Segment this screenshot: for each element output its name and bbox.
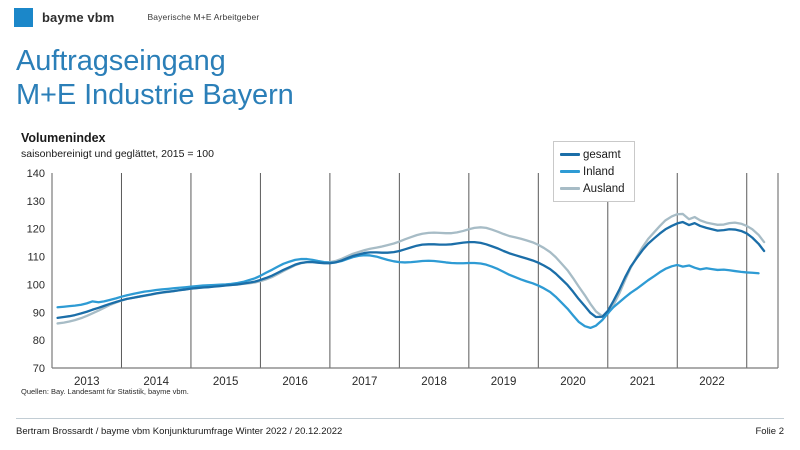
y-axis-tick-90: 90: [33, 307, 45, 319]
page-title-line-2: M+E Industrie Bayern: [16, 79, 294, 111]
y-axis-tick-130: 130: [27, 196, 45, 208]
x-axis-tick-2013: 2013: [74, 376, 100, 388]
legend-swatch-inland: [560, 170, 580, 173]
line-chart-svg: 70 80 90 100 110 120 130 140 2013 2014 2015 2016 201…: [27, 168, 779, 388]
plot-area: 70 80 90 100 110 120 130 140 2013 2014 2015 2016 201…: [16, 131, 784, 403]
legend-swatch-gesamt: [560, 153, 580, 156]
chart-subtitle: saisonbereinigt und geglättet, 2015 = 10…: [21, 148, 214, 160]
series-line-inland: [56, 254, 760, 330]
chart-source-note: Quellen: Bay. Landesamt für Statistik, b…: [21, 387, 189, 396]
page-title-line-1: Auftragseingang: [16, 45, 226, 77]
x-axis-tick-2021: 2021: [630, 376, 656, 388]
slide-header: bayme vbm Bayerische M+E Arbeitgeber: [0, 0, 800, 34]
bayme-vbm-logo-icon: [14, 7, 33, 27]
y-axis-tick-100: 100: [27, 279, 45, 291]
y-axis-tick-110: 110: [27, 252, 45, 264]
chart-title: Volumenindex: [21, 131, 106, 145]
footer-left-text: Bertram Brossardt / bayme vbm Konjunktur…: [16, 426, 343, 437]
page-title: Auftragseingang M+E Industrie Bayern: [16, 44, 616, 112]
x-axis-tick-2019: 2019: [491, 376, 517, 388]
x-axis-tick-2015: 2015: [213, 376, 239, 388]
series-line-ausland: [56, 212, 766, 325]
legend-item-gesamt: gesamt: [560, 146, 625, 163]
legend-label-inland: Inland: [583, 165, 615, 178]
chart-legend: gesamt Inland Ausland: [553, 141, 635, 202]
legend-label-ausland: Ausland: [583, 182, 625, 195]
series-line-gesamt: [56, 220, 766, 320]
y-axis-tick-70: 70: [33, 363, 45, 375]
legend-item-inland: Inland: [560, 163, 625, 180]
x-axis-tick-2016: 2016: [282, 376, 308, 388]
legend-label-gesamt: gesamt: [583, 148, 621, 161]
x-axis-tick-2018: 2018: [421, 376, 447, 388]
footer-slide-number: Folie 2: [755, 426, 784, 437]
logo-text: bayme vbm: [42, 9, 115, 25]
y-axis-tick-140: 140: [27, 168, 45, 180]
x-axis-tick-2017: 2017: [352, 376, 378, 388]
chart-container: Volumenindex saisonbereinigt und geglätt…: [16, 131, 784, 403]
footer-divider: [16, 418, 784, 419]
legend-swatch-ausland: [560, 187, 580, 190]
y-axis-tick-120: 120: [27, 224, 45, 236]
x-axis-tick-2014: 2014: [143, 376, 169, 388]
x-axis-tick-2022: 2022: [699, 376, 725, 388]
y-axis-tick-80: 80: [33, 335, 45, 347]
legend-item-ausland: Ausland: [560, 180, 625, 197]
x-axis-tick-2020: 2020: [560, 376, 586, 388]
header-tagline: Bayerische M+E Arbeitgeber: [147, 12, 260, 22]
